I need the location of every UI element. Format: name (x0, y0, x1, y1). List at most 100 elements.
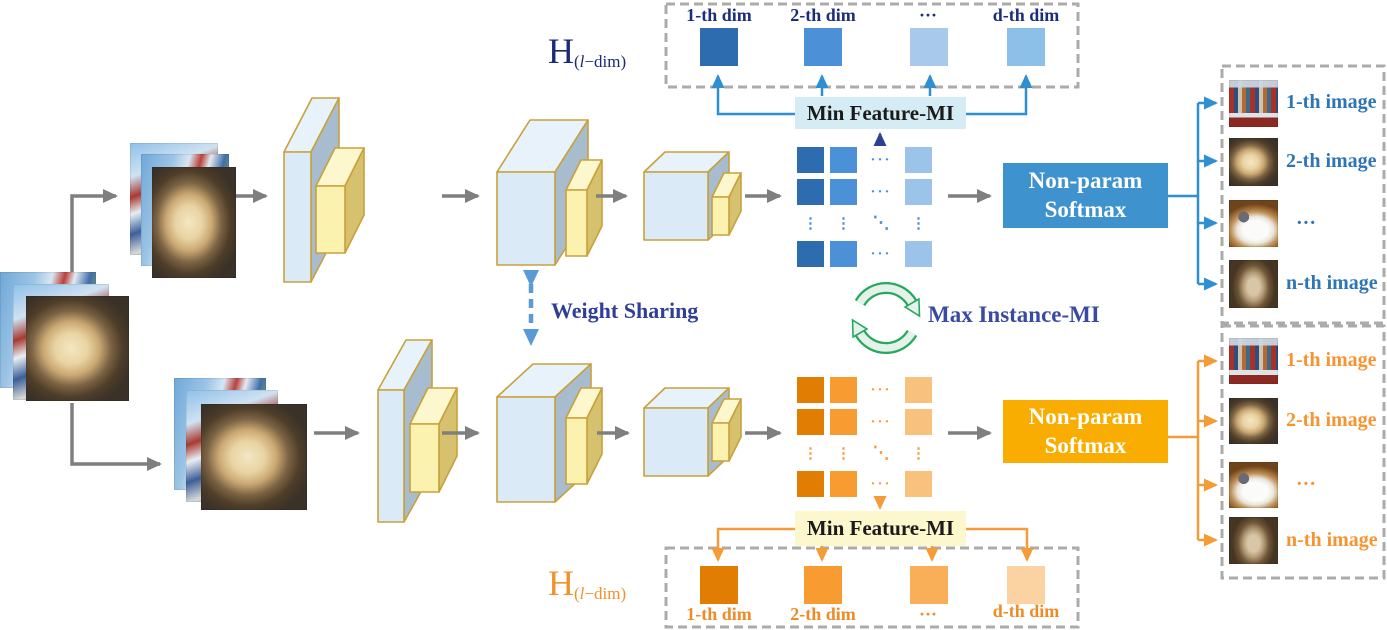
output-image-ellipsis: ··· (1296, 212, 1317, 234)
matrix-cell (830, 409, 857, 435)
matrix-cell (830, 471, 857, 497)
min-feature-mi-top: Min Feature-MI (795, 97, 966, 129)
dog-photo (1229, 398, 1278, 444)
augmented-stack-top (130, 143, 240, 279)
dim-label: 1-th dim (686, 604, 752, 624)
h-dim-label-bottom: H(l−dim) (548, 563, 627, 604)
output-image-label: 2-th image (1286, 409, 1377, 431)
output-image-label: 2-th image (1286, 150, 1377, 172)
matrix-cell (830, 377, 857, 403)
matrix-cell (830, 147, 857, 173)
deer-photo (1229, 517, 1278, 564)
output-image-label: 1-th image (1286, 349, 1377, 371)
dim-square (804, 28, 842, 66)
cnn-blocks-top (283, 97, 742, 283)
output-image-label: n-th image (1286, 272, 1378, 294)
top-dim-box-border (664, 2, 1080, 89)
ship-photo (1229, 80, 1278, 127)
dim-ellipsis: ··· (918, 604, 937, 624)
matrix-ddots: ⋱ (872, 213, 890, 232)
h-base: H (548, 563, 574, 603)
matrix-cell (905, 377, 932, 403)
matrix-cell (905, 179, 932, 205)
matrix-cell (797, 147, 824, 173)
dim-square (700, 566, 738, 604)
matrix-vdots: ⋮ (803, 215, 818, 232)
softmax-line2: Softmax (1044, 196, 1127, 222)
matrix-ddots: ⋱ (872, 443, 890, 462)
dog-photo (26, 296, 129, 401)
dim-square (700, 28, 738, 66)
matrix-vdots: ⋮ (911, 445, 926, 462)
min-feature-mi-label: Min Feature-MI (806, 516, 955, 540)
dog-photo (201, 404, 307, 510)
top-branch-connectors (711, 74, 1218, 291)
dim-label: 1-th dim (686, 5, 752, 25)
matrix-cell (830, 241, 857, 267)
flow-arrows (70, 189, 992, 471)
softmax-line1: Non-param (1028, 167, 1143, 193)
matrix-hdots: ··· (870, 475, 892, 492)
matrix-hdots: ··· (870, 183, 892, 200)
nonparam-softmax-top: Non-param Softmax (1003, 163, 1168, 228)
min-feature-mi-bottom: Min Feature-MI (795, 511, 966, 546)
matrix-hdots: ··· (870, 413, 892, 430)
h-base: H (548, 31, 574, 71)
input-image-stack (0, 272, 130, 402)
dim-label: 2-th dim (790, 604, 856, 624)
deer-photo (1229, 260, 1278, 308)
bottom-output-box-border (1220, 324, 1386, 580)
dog-photo (152, 167, 236, 278)
nonparam-softmax-bottom: Non-param Softmax (1003, 400, 1168, 463)
min-feature-mi-label: Min Feature-MI (806, 100, 955, 125)
matrix-cell (905, 409, 932, 435)
output-image-ellipsis: ··· (1296, 473, 1317, 495)
dim-square (910, 28, 948, 66)
matrix-cell (830, 179, 857, 205)
matrix-cell (797, 179, 824, 205)
matrix-hdots: ··· (870, 151, 892, 168)
output-image-label: n-th image (1286, 529, 1378, 551)
dim-square (1007, 28, 1045, 66)
matrix-vdots: ⋮ (803, 445, 818, 462)
dashed-borders (664, 2, 1386, 629)
matrix-cell (797, 409, 824, 435)
softmax-line1: Non-param (1028, 403, 1143, 429)
matrix-cell (905, 241, 932, 267)
bottom-dim-box-border (664, 546, 1080, 629)
matrix-vdots: ⋮ (836, 215, 851, 232)
h-dim-label-top: H(l−dim) (548, 31, 627, 72)
matrix-cell (905, 471, 932, 497)
dim-label: d-th dim (992, 601, 1060, 621)
ship-photo (1229, 338, 1278, 384)
matrix-cell (797, 241, 824, 267)
matrix-vdots: ⋮ (911, 215, 926, 232)
matrix-cell (905, 147, 932, 173)
matrix-hdots: ··· (870, 245, 892, 262)
dim-square (910, 566, 948, 604)
matrix-vdots: ⋮ (836, 445, 851, 462)
cat-photo (1229, 462, 1278, 508)
weight-sharing-label: Weight Sharing (551, 298, 699, 323)
matrix-hdots: ··· (870, 381, 892, 398)
augmented-stack-bottom (174, 378, 310, 512)
dim-label: 2-th dim (790, 5, 856, 25)
matrix-cell (797, 471, 824, 497)
output-image-label: 1-th image (1286, 91, 1377, 113)
softmax-line2: Softmax (1044, 432, 1127, 458)
matrix-cell (797, 377, 824, 403)
dog-photo (1229, 138, 1278, 186)
cycle-arrows-icon (851, 281, 921, 355)
dim-ellipsis: ··· (918, 5, 937, 25)
cat-photo (1229, 200, 1278, 247)
feature-matrix-top: ··· ··· ⋮ ⋮ ⋱ ⋮ ··· (797, 147, 932, 267)
dim-label: d-th dim (992, 5, 1060, 25)
dim-square (804, 566, 842, 604)
feature-matrix-bottom: ··· ··· ⋮ ⋮ ⋱ ⋮ ··· (797, 377, 932, 497)
dim-square (1007, 566, 1045, 604)
bottom-branch-connectors (711, 354, 1218, 562)
cnn-blocks-bottom (377, 339, 742, 523)
max-instance-mi-label: Max Instance-MI (928, 302, 1100, 327)
